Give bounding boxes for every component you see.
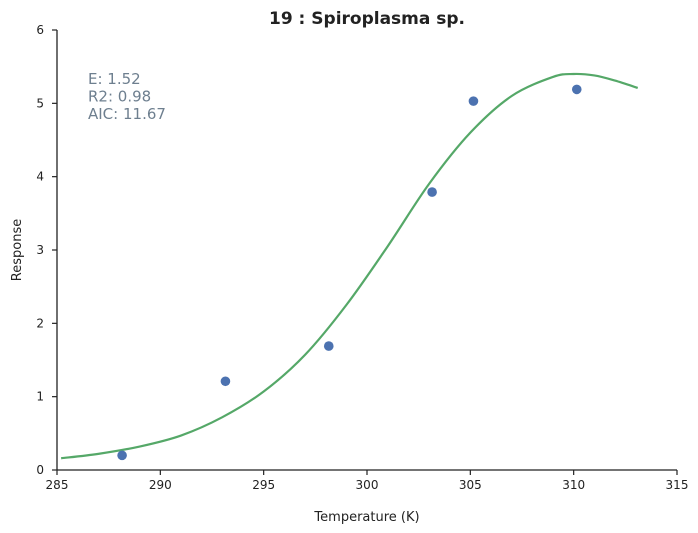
fit-curve [60, 72, 639, 460]
x-tick-label: 310 [562, 478, 585, 492]
data-points [117, 84, 582, 461]
x-tick-label: 315 [666, 478, 689, 492]
data-point [468, 96, 479, 106]
x-axis-ticks: 285 290 295 300 305 310 315 [46, 470, 689, 492]
data-point [220, 376, 231, 387]
x-axis-label: Temperature (K) [313, 510, 419, 525]
data-point [427, 187, 437, 197]
chart-title: 19 : Spiroplasma sp. [269, 9, 465, 29]
fit-statistic-line: AIC: 11.67 [88, 105, 166, 123]
data-point [571, 84, 582, 95]
y-tick-label: 1 [36, 390, 44, 404]
y-axis-ticks: 0 1 2 3 4 5 6 [36, 23, 57, 477]
y-axis-label: Response [10, 219, 25, 281]
y-tick-label: 5 [36, 96, 44, 110]
x-tick-label: 285 [46, 478, 69, 492]
fit-statistic-line: R2: 0.98 [88, 88, 151, 106]
x-tick-label: 290 [149, 478, 172, 492]
y-tick-label: 2 [36, 316, 44, 330]
data-point [323, 341, 334, 351]
data-point [117, 450, 127, 461]
fit-statistic-line: E: 1.52 [88, 70, 141, 88]
y-tick-label: 4 [36, 170, 44, 184]
y-tick-label: 6 [36, 23, 44, 37]
x-tick-label: 295 [252, 478, 275, 492]
y-tick-label: 3 [36, 243, 44, 257]
x-tick-label: 300 [356, 478, 379, 492]
y-tick-label: 0 [36, 463, 44, 477]
x-tick-label: 305 [459, 478, 482, 492]
